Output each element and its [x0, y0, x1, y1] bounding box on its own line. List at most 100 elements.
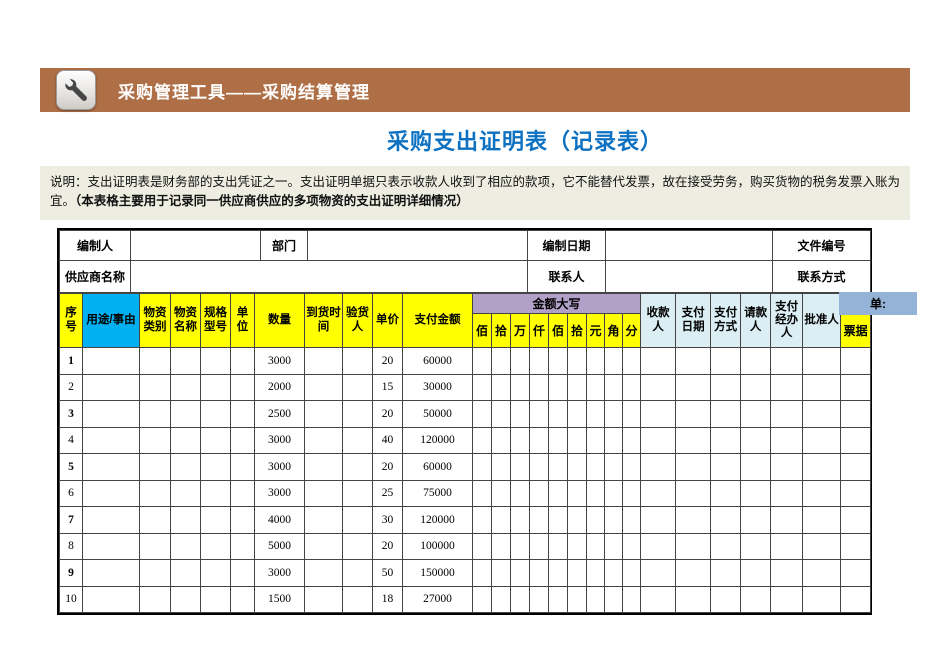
spec-cell[interactable]	[200, 506, 231, 534]
qty-cell[interactable]: 3000	[254, 426, 305, 454]
digit-cell[interactable]	[567, 506, 587, 534]
digit-cell[interactable]	[491, 479, 511, 507]
pay-handler-cell[interactable]	[770, 479, 804, 507]
pay-date-cell[interactable]	[675, 347, 712, 375]
pay-amount-cell[interactable]: 75000	[402, 479, 473, 507]
approver-cell[interactable]	[802, 532, 842, 560]
digit-cell[interactable]	[586, 532, 605, 560]
digit-cell[interactable]	[604, 373, 623, 401]
inspector-cell[interactable]	[342, 453, 373, 481]
pay-method-cell[interactable]	[710, 453, 742, 481]
digit-cell[interactable]	[548, 453, 568, 481]
payee-cell[interactable]	[640, 400, 677, 428]
digit-cell[interactable]	[586, 373, 605, 401]
digit-cell[interactable]	[491, 532, 511, 560]
approver-cell[interactable]	[802, 373, 842, 401]
digit-cell[interactable]	[621, 506, 642, 534]
digit-cell[interactable]	[586, 585, 605, 613]
digit-cell[interactable]	[586, 479, 605, 507]
arrival-time-cell[interactable]	[304, 373, 343, 401]
spec-cell[interactable]	[200, 585, 231, 613]
qty-cell[interactable]: 1500	[254, 585, 305, 613]
digit-cell[interactable]	[529, 585, 549, 613]
digit-cell[interactable]	[510, 506, 530, 534]
pay-method-cell[interactable]	[710, 400, 742, 428]
digit-cell[interactable]	[548, 506, 568, 534]
digit-cell[interactable]	[491, 559, 511, 587]
pay-handler-cell[interactable]	[770, 453, 804, 481]
spec-cell[interactable]	[200, 347, 231, 375]
pay-method-cell[interactable]	[710, 426, 742, 454]
digit-cell[interactable]	[510, 373, 530, 401]
requester-cell[interactable]	[740, 506, 772, 534]
usage-cell[interactable]	[82, 479, 140, 507]
material-name-cell[interactable]	[170, 426, 201, 454]
digit-cell[interactable]	[491, 347, 511, 375]
receipt-cell[interactable]	[840, 559, 872, 587]
pay-amount-cell[interactable]: 150000	[402, 559, 473, 587]
digit-cell[interactable]	[621, 532, 642, 560]
pay-amount-cell[interactable]: 100000	[402, 532, 473, 560]
pay-method-cell[interactable]	[710, 585, 742, 613]
digit-cell[interactable]	[548, 585, 568, 613]
digit-cell[interactable]	[586, 426, 605, 454]
spec-cell[interactable]	[200, 400, 231, 428]
arrival-time-cell[interactable]	[304, 453, 343, 481]
receipt-cell[interactable]	[840, 426, 872, 454]
qty-cell[interactable]: 3000	[254, 453, 305, 481]
digit-cell[interactable]	[510, 453, 530, 481]
unit-cell[interactable]	[230, 347, 255, 375]
digit-cell[interactable]	[529, 506, 549, 534]
material-name-cell[interactable]	[170, 347, 201, 375]
pay-method-cell[interactable]	[710, 532, 742, 560]
unit-price-cell[interactable]: 40	[372, 426, 403, 454]
pay-handler-cell[interactable]	[770, 426, 804, 454]
category-cell[interactable]	[139, 559, 171, 587]
pay-handler-cell[interactable]	[770, 532, 804, 560]
requester-cell[interactable]	[740, 426, 772, 454]
row-no-cell[interactable]: 7	[59, 506, 83, 534]
row-no-cell[interactable]: 8	[59, 532, 83, 560]
digit-cell[interactable]	[491, 373, 511, 401]
maker-value-cell[interactable]	[130, 230, 261, 261]
pay-date-cell[interactable]	[675, 559, 712, 587]
digit-cell[interactable]	[472, 585, 492, 613]
digit-cell[interactable]	[548, 347, 568, 375]
pay-date-cell[interactable]	[675, 400, 712, 428]
unit-price-cell[interactable]: 20	[372, 453, 403, 481]
inspector-cell[interactable]	[342, 400, 373, 428]
digit-cell[interactable]	[510, 479, 530, 507]
unit-cell[interactable]	[230, 453, 255, 481]
category-cell[interactable]	[139, 506, 171, 534]
unit-cell[interactable]	[230, 585, 255, 613]
arrival-time-cell[interactable]	[304, 479, 343, 507]
unit-price-cell[interactable]: 18	[372, 585, 403, 613]
digit-cell[interactable]	[472, 426, 492, 454]
spec-cell[interactable]	[200, 373, 231, 401]
digit-cell[interactable]	[491, 400, 511, 428]
digit-cell[interactable]	[567, 479, 587, 507]
digit-cell[interactable]	[621, 559, 642, 587]
receipt-cell[interactable]	[840, 532, 872, 560]
digit-cell[interactable]	[510, 347, 530, 375]
pay-handler-cell[interactable]	[770, 559, 804, 587]
digit-cell[interactable]	[529, 426, 549, 454]
unit-cell[interactable]	[230, 532, 255, 560]
pay-handler-cell[interactable]	[770, 506, 804, 534]
inspector-cell[interactable]	[342, 426, 373, 454]
pay-date-cell[interactable]	[675, 426, 712, 454]
digit-cell[interactable]	[621, 373, 642, 401]
digit-cell[interactable]	[529, 400, 549, 428]
requester-cell[interactable]	[740, 479, 772, 507]
spec-cell[interactable]	[200, 559, 231, 587]
row-no-cell[interactable]: 1	[59, 347, 83, 375]
category-cell[interactable]	[139, 532, 171, 560]
requester-cell[interactable]	[740, 400, 772, 428]
digit-cell[interactable]	[529, 559, 549, 587]
row-no-cell[interactable]: 6	[59, 479, 83, 507]
receipt-cell[interactable]	[840, 373, 872, 401]
digit-cell[interactable]	[621, 400, 642, 428]
inspector-cell[interactable]	[342, 506, 373, 534]
pay-date-cell[interactable]	[675, 453, 712, 481]
qty-cell[interactable]: 2500	[254, 400, 305, 428]
